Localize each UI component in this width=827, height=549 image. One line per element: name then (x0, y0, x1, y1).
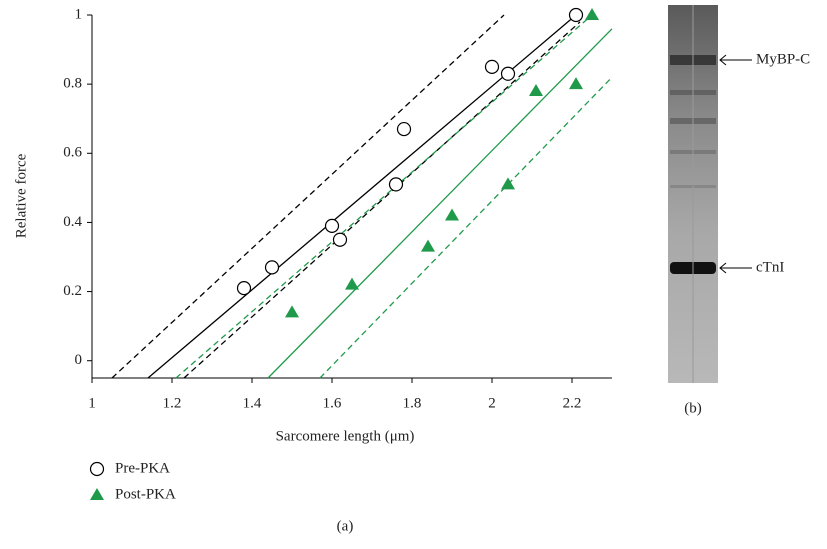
legend-label: Pre-PKA (115, 460, 170, 476)
legend-marker (89, 461, 105, 477)
point (568, 7, 584, 23)
x-tick-label: 2 (488, 395, 496, 411)
point (529, 84, 543, 97)
arrow-head (719, 54, 727, 66)
point (285, 305, 299, 318)
x-axis-label: Sarcomere length (μm) (276, 428, 415, 444)
point (396, 121, 412, 137)
point (500, 66, 516, 81)
y-tick-label: 0 (75, 352, 83, 368)
point (264, 260, 280, 275)
point (445, 208, 459, 221)
fit-line (267, 28, 613, 379)
panel-label: (b) (684, 400, 702, 416)
fit-line (175, 14, 593, 379)
x-tick-label: 1.4 (243, 395, 262, 411)
y-tick-label: 1 (75, 6, 83, 22)
gel-label: MyBP-C (756, 51, 810, 67)
point (345, 277, 359, 290)
fit-line (319, 76, 613, 379)
panel-label: (a) (337, 518, 354, 534)
point (324, 218, 340, 233)
x-tick-label: 1 (88, 395, 96, 411)
legend-marker (90, 488, 104, 500)
point (501, 177, 515, 190)
x-tick-label: 1.2 (163, 395, 182, 411)
fit-line (183, 21, 581, 379)
point (332, 232, 348, 247)
y-tick-label: 0.4 (63, 214, 82, 230)
x-tick-label: 1.6 (323, 395, 342, 411)
y-tick-label: 0.6 (63, 145, 82, 161)
point (484, 59, 500, 74)
gel-label: cTnI (756, 259, 784, 275)
x-tick-label: 1.8 (403, 395, 422, 411)
point (236, 281, 252, 296)
point (585, 8, 599, 20)
y-tick-label: 0.2 (63, 283, 82, 299)
y-tick-label: 0.8 (63, 76, 82, 92)
point (421, 239, 435, 252)
gel-image (668, 5, 718, 383)
y-axis-label: Relative force (13, 153, 29, 238)
point (388, 177, 404, 192)
point (569, 77, 583, 90)
arrow-head (719, 262, 727, 274)
x-tick-label: 2.2 (563, 395, 582, 411)
fit-line (111, 14, 505, 379)
legend-label: Post-PKA (115, 486, 176, 502)
